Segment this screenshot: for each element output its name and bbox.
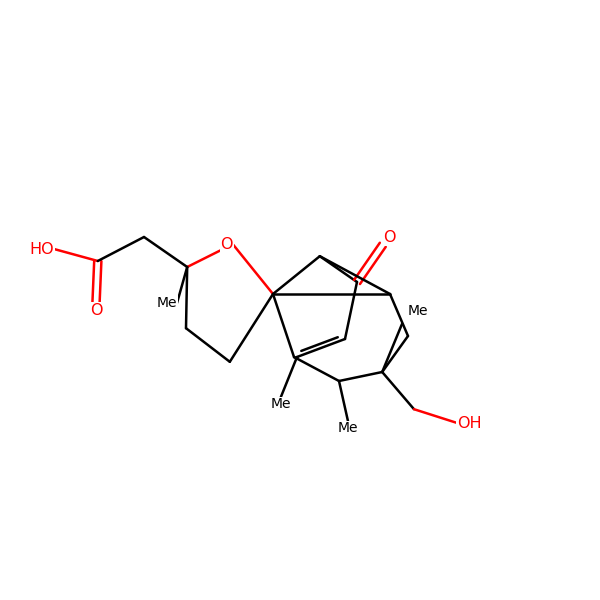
Text: O: O: [220, 237, 233, 252]
Text: O: O: [90, 303, 102, 318]
Text: Me: Me: [157, 296, 177, 310]
Text: HO: HO: [29, 241, 54, 257]
Text: Me: Me: [408, 304, 428, 318]
Text: OH: OH: [457, 415, 482, 431]
Text: Me: Me: [271, 397, 291, 411]
Text: O: O: [383, 230, 395, 245]
Text: Me: Me: [338, 421, 358, 435]
